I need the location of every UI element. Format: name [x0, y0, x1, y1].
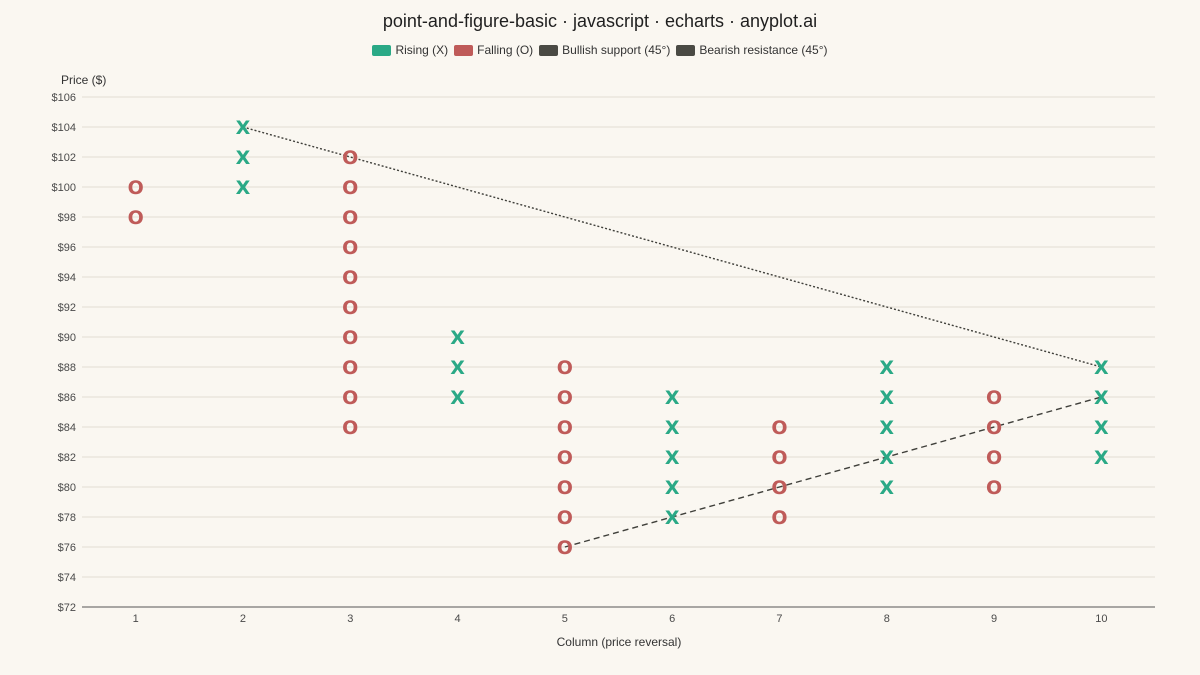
o-mark: O — [342, 177, 358, 199]
legend-swatch-bullish-support — [539, 44, 559, 56]
x-tick-label: 1 — [133, 613, 139, 625]
o-mark: O — [986, 387, 1002, 409]
x-mark: X — [450, 387, 465, 409]
legend: Rising (X) Falling (O) Bullish support (… — [0, 43, 1200, 57]
o-mark: O — [771, 417, 787, 439]
o-mark: O — [342, 327, 358, 349]
o-mark: O — [342, 387, 358, 409]
o-mark: O — [771, 477, 787, 499]
legend-swatch-bearish-resistance — [676, 44, 696, 56]
x-mark: X — [665, 477, 680, 499]
y-tick-label: $80 — [58, 482, 76, 494]
y-tick-label: $92 — [58, 302, 76, 314]
x-tick-label: 9 — [991, 613, 997, 625]
pf-marks: OOXXXOOOOOOOOOOXXXOOOOOOOXXXXXOOOOXXXXXO… — [128, 117, 1109, 559]
o-mark: O — [557, 387, 573, 409]
o-mark: O — [342, 207, 358, 229]
y-tick-label: $96 — [58, 242, 76, 254]
x-mark: X — [879, 357, 894, 379]
chart-title: point-and-figure-basic · javascript · ec… — [382, 11, 818, 31]
y-tick-label: $86 — [58, 392, 76, 404]
legend-swatch-falling — [454, 44, 474, 56]
legend-item-bearish-resistance[interactable]: Bearish resistance (45°) — [676, 43, 828, 57]
o-mark: O — [557, 477, 573, 499]
bearish-resistance-line — [242, 126, 1102, 368]
o-mark: O — [771, 507, 787, 529]
y-tick-label: $104 — [52, 122, 76, 134]
y-tick-label: $98 — [58, 212, 76, 224]
x-tick-label: 4 — [454, 613, 460, 625]
y-tick-label: $94 — [58, 272, 76, 284]
y-tick-label: $78 — [58, 512, 76, 524]
x-tick-label: 8 — [884, 613, 890, 625]
y-tick-label: $102 — [52, 152, 76, 164]
x-mark: X — [665, 507, 680, 529]
o-mark: O — [342, 267, 358, 289]
x-tick-label: 10 — [1095, 613, 1107, 625]
y-axis-label: Price ($) — [61, 73, 106, 87]
x-mark: X — [1094, 387, 1109, 409]
legend-label-bullish-support: Bullish support (45°) — [562, 43, 671, 57]
x-axis-label: Column (price reversal) — [557, 635, 682, 649]
x-mark: X — [450, 327, 465, 349]
y-tick-label: $106 — [52, 92, 76, 104]
x-mark: X — [665, 387, 680, 409]
x-mark: X — [879, 447, 894, 469]
o-mark: O — [342, 357, 358, 379]
x-tick-label: 5 — [562, 613, 568, 625]
y-tick-label: $82 — [58, 452, 76, 464]
y-tick-label: $88 — [58, 362, 76, 374]
o-mark: O — [986, 417, 1002, 439]
x-mark: X — [879, 477, 894, 499]
o-mark: O — [557, 507, 573, 529]
x-mark: X — [450, 357, 465, 379]
y-tick-label: $90 — [58, 332, 76, 344]
o-mark: O — [986, 477, 1002, 499]
y-tick-label: $72 — [58, 602, 76, 614]
grid-lines — [82, 96, 1155, 578]
o-mark: O — [128, 207, 144, 229]
y-tick-label: $100 — [52, 182, 76, 194]
legend-item-falling[interactable]: Falling (O) — [454, 43, 533, 57]
o-mark: O — [128, 177, 144, 199]
x-mark: X — [236, 177, 251, 199]
o-mark: O — [557, 537, 573, 559]
x-mark: X — [665, 447, 680, 469]
o-mark: O — [557, 417, 573, 439]
x-mark: X — [1094, 357, 1109, 379]
x-mark: X — [1094, 447, 1109, 469]
legend-label-rising: Rising (X) — [395, 43, 449, 57]
o-mark: O — [557, 357, 573, 379]
x-tick-label: 3 — [347, 613, 353, 625]
y-tick-label: $84 — [58, 422, 76, 434]
o-mark: O — [342, 297, 358, 319]
legend-swatch-rising — [372, 44, 392, 56]
legend-item-bullish-support[interactable]: Bullish support (45°) — [539, 43, 670, 57]
legend-label-bearish-resistance: Bearish resistance (45°) — [699, 43, 828, 57]
x-tick-label: 7 — [776, 613, 782, 625]
o-mark: O — [771, 447, 787, 469]
o-mark: O — [986, 447, 1002, 469]
legend-label-falling: Falling (O) — [477, 43, 534, 57]
x-mark: X — [665, 417, 680, 439]
x-tick-label: 6 — [669, 613, 675, 625]
x-mark: X — [879, 417, 894, 439]
y-tick-label: $76 — [58, 542, 76, 554]
o-mark: O — [342, 147, 358, 169]
y-tick-label: $74 — [58, 572, 76, 584]
o-mark: O — [342, 417, 358, 439]
axes: $72 $74 $76 $78 $80 $82 $84 $86 $88 $90 $92 $94 $96 $… — [52, 92, 1155, 625]
bullish-support-line — [564, 396, 1102, 548]
o-mark: O — [557, 447, 573, 469]
x-tick-label: 2 — [240, 613, 246, 625]
x-mark: X — [236, 147, 251, 169]
trendlines — [242, 126, 1102, 548]
x-mark: X — [1094, 417, 1109, 439]
o-mark: O — [342, 237, 358, 259]
x-mark: X — [879, 387, 894, 409]
x-mark: X — [236, 117, 251, 139]
legend-item-rising[interactable]: Rising (X) — [372, 43, 448, 57]
